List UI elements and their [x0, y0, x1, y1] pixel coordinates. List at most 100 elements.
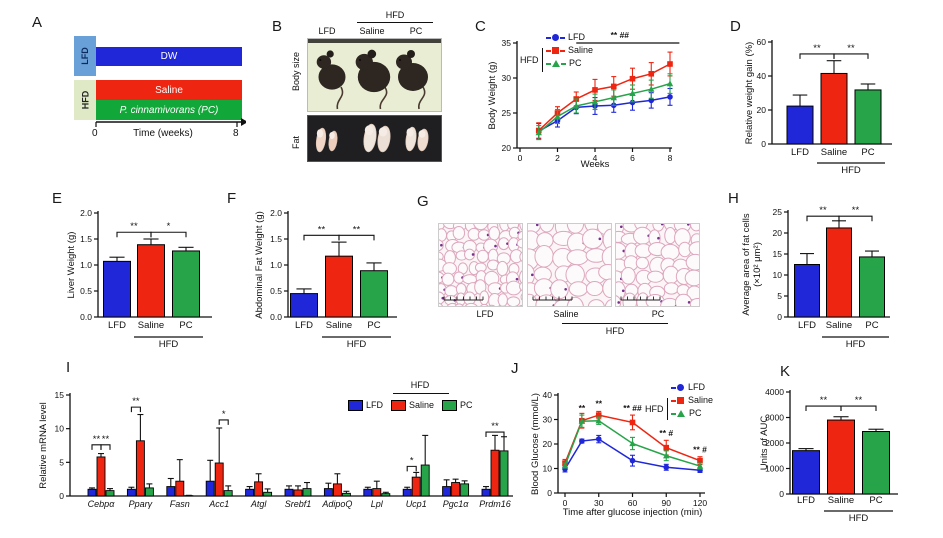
saline-marker-icon [552, 47, 559, 54]
hfd-label-g: HFD [605, 326, 625, 336]
panel-d: D 0 20 40 60 Relative weight gain (%) LFD Sali… [690, 10, 943, 180]
legend-c: LFD Saline PC [546, 31, 593, 70]
svg-text:Pgc1α: Pgc1α [443, 499, 470, 509]
svg-text:30: 30 [502, 73, 512, 83]
hfd-underline-i [393, 393, 449, 395]
liver-weight-chart: 0.0 0.5 1.0 1.5 2.0 Liver Weight (g) LFD Saline… [66, 208, 212, 350]
panel-letter-f: F [227, 190, 237, 207]
svg-text:3000: 3000 [765, 413, 784, 423]
svg-text:40: 40 [543, 390, 553, 400]
svg-text:Saline: Saline [826, 320, 852, 331]
svg-text:AdipoQ: AdipoQ [321, 499, 352, 509]
hfd-bracket-j: HFD [645, 398, 668, 420]
svg-text:1000: 1000 [765, 464, 784, 474]
svg-text:HFD: HFD [846, 339, 866, 350]
hfd-group-box: HFD [74, 80, 96, 120]
svg-text:HFD: HFD [159, 339, 179, 350]
dw-treatment-bar: DW [96, 47, 242, 66]
svg-text:120: 120 [693, 498, 707, 508]
svg-text:HFD: HFD [841, 165, 861, 176]
svg-text:(×10² μm²): (×10² μm²) [752, 242, 763, 287]
svg-text:20: 20 [773, 228, 783, 238]
svg-text:5: 5 [777, 291, 782, 301]
svg-text:**: ** [813, 43, 821, 54]
svg-text:LFD: LFD [108, 320, 126, 331]
panel-letter-c: C [475, 18, 486, 35]
svg-text:0: 0 [518, 153, 523, 163]
svg-text:LFD: LFD [295, 320, 313, 331]
panel-letter-e: E [52, 190, 63, 207]
hfd-bracket-c: HFD [520, 48, 543, 72]
svg-text:4000: 4000 [765, 387, 784, 397]
svg-text:20: 20 [502, 143, 512, 153]
svg-text:PC: PC [865, 320, 878, 331]
body-weight-chart: 20 25 30 35 Body Weight (g) 0 2 4 6 8 Weeks ** ## [487, 30, 680, 170]
svg-text:** ##: ** ## [623, 403, 642, 413]
svg-text:0: 0 [761, 139, 766, 149]
col-label-pc: PC [409, 26, 423, 36]
lfd-swatch-icon [348, 400, 363, 411]
svg-text:PC: PC [367, 320, 380, 331]
mrna-level-chart: 0 5 10 15 Relative mRNA level Cebpα Pparγ Fasn A… [38, 390, 513, 509]
svg-text:Saline: Saline [821, 147, 847, 158]
svg-text:Saline: Saline [138, 320, 164, 331]
legend-j: LFD Saline PC [671, 381, 713, 420]
legend-item-pc: PC [546, 57, 593, 70]
svg-text:Weeks: Weeks [581, 159, 610, 170]
svg-text:25: 25 [773, 207, 783, 217]
svg-text:0: 0 [563, 498, 568, 508]
hfd-header-line [357, 22, 433, 24]
pc-treatment-bar: P. cinnamivorans (PC) [96, 100, 242, 120]
saline-swatch-icon [391, 400, 407, 411]
svg-text:1.5: 1.5 [270, 234, 282, 244]
row-label-body-size: Body size [291, 51, 301, 91]
svg-text:LFD: LFD [791, 147, 809, 158]
svg-text:**: ** [847, 43, 855, 54]
svg-text:**: ** [102, 434, 110, 445]
svg-text:1.0: 1.0 [270, 260, 282, 270]
hfd-header: HFD [385, 10, 405, 20]
svg-text:**: ** [491, 421, 499, 432]
svg-text:PC: PC [869, 495, 882, 506]
col-label-lfd: LFD [318, 26, 336, 36]
svg-text:Cebpα: Cebpα [88, 499, 116, 509]
svg-text:15: 15 [773, 249, 783, 259]
panel-a: A LFD DW HFD Saline P. cinnamivorans (PC… [28, 10, 246, 160]
svg-text:6: 6 [630, 153, 635, 163]
svg-text:2: 2 [555, 153, 560, 163]
svg-text:Lpl: Lpl [371, 499, 384, 509]
svg-text:Prdm16: Prdm16 [479, 499, 511, 509]
svg-text:**: ** [855, 395, 863, 406]
svg-text:**: ** [132, 396, 140, 407]
svg-text:Srebf1: Srebf1 [285, 499, 312, 509]
svg-text:8: 8 [668, 153, 673, 163]
svg-text:Saline: Saline [326, 320, 352, 331]
fat-pads-photo [307, 115, 442, 162]
svg-text:Units of AUC: Units of AUC [759, 416, 770, 471]
legend-item-saline: Saline [391, 399, 434, 412]
adipose-histology-lfd [438, 223, 523, 307]
svg-text:HFD: HFD [347, 339, 367, 350]
pc-label: P. cinnamivorans (PC) [119, 104, 219, 116]
pc-marker-icon [677, 410, 685, 417]
svg-text:**: ** [852, 205, 860, 216]
svg-text:5: 5 [59, 457, 64, 467]
legend-item-saline: Saline [671, 394, 713, 407]
lfd-marker-icon [677, 384, 684, 391]
col-label-saline: Saline [359, 26, 385, 36]
svg-text:Pparγ: Pparγ [129, 499, 153, 509]
svg-text:Blood Glucose (mmol/L): Blood Glucose (mmol/L) [530, 393, 541, 495]
svg-text:0: 0 [59, 491, 64, 501]
svg-text:90: 90 [662, 498, 672, 508]
svg-text:Atgl: Atgl [250, 499, 268, 509]
svg-text:2000: 2000 [765, 438, 784, 448]
svg-text:Liver Weight (g): Liver Weight (g) [66, 232, 77, 299]
panel-e: E 0.0 0.5 1.0 1.5 2.0 Liver Weight (g) LFD Sali… [40, 185, 258, 370]
svg-text:Acc1: Acc1 [208, 499, 229, 509]
panel-letter-h: H [728, 190, 739, 207]
svg-text:** #: ** # [659, 428, 673, 438]
row-label-fat: Fat [291, 135, 301, 149]
pc-swatch-icon [442, 400, 458, 411]
saline-treatment-bar: Saline [96, 80, 242, 100]
